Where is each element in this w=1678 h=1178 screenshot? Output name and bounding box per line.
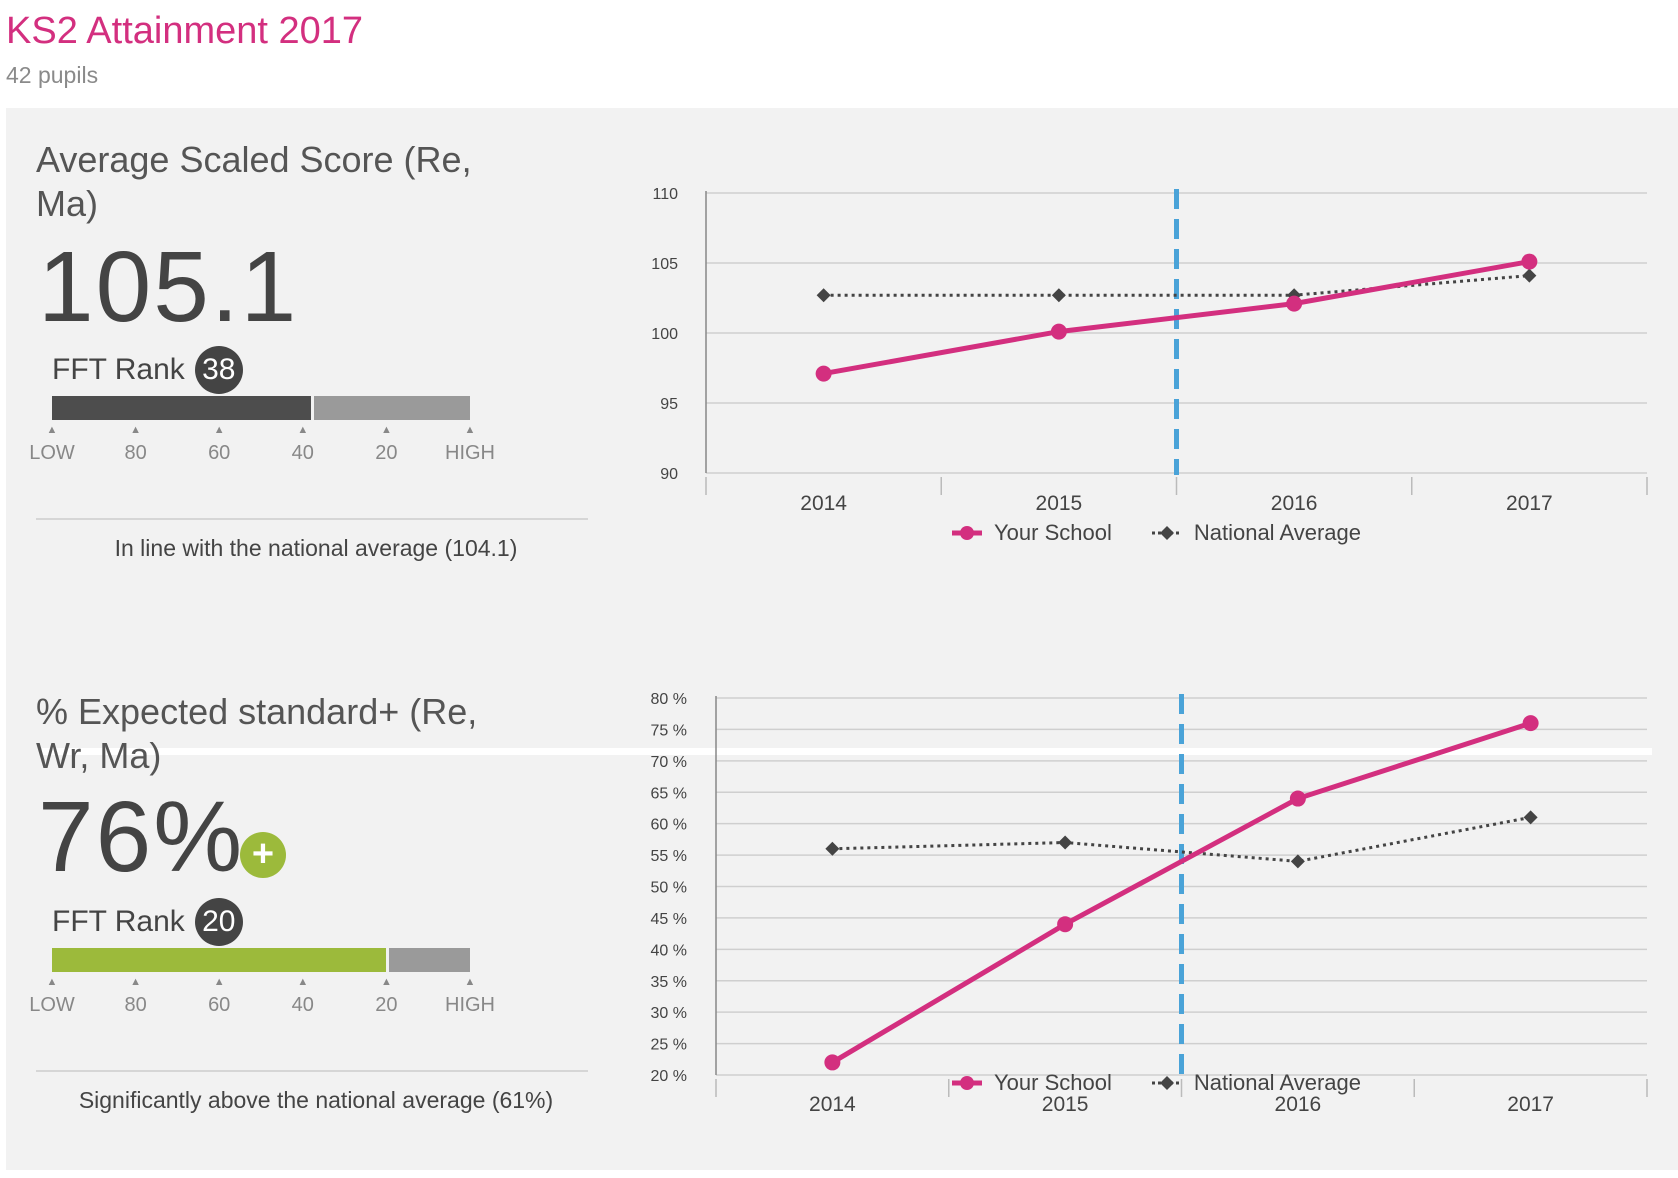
y-tick-label: 60 % — [651, 817, 687, 834]
x-tick-label: 2015 — [1042, 1093, 1089, 1116]
data-point — [1291, 854, 1305, 868]
y-tick-label: 100 — [651, 326, 678, 343]
y-tick-label: 90 — [660, 466, 678, 483]
y-tick-label: 75 % — [651, 722, 687, 739]
legend-item: Your School — [950, 1070, 1112, 1096]
y-tick-label: 50 % — [651, 880, 687, 897]
x-tick-label: 2016 — [1275, 1093, 1322, 1116]
attainment-panel: Average Scaled Score (Re, Ma) 105.1 FFT … — [6, 108, 1678, 1170]
chart-legend: Your School National Average — [950, 520, 1399, 546]
y-tick-label: 55 % — [651, 848, 687, 865]
data-point — [825, 842, 839, 856]
x-tick-label: 2015 — [1036, 492, 1083, 515]
pupil-count: 42 pupils — [6, 62, 98, 89]
data-point — [817, 288, 831, 302]
y-tick-label: 110 — [652, 186, 678, 203]
legend-swatch — [950, 1073, 984, 1093]
legend-label: National Average — [1194, 520, 1361, 546]
y-tick-label: 70 % — [651, 754, 687, 771]
data-point — [1524, 810, 1538, 824]
data-point — [1052, 288, 1066, 302]
data-point — [1286, 296, 1302, 312]
legend-item: National Average — [1150, 520, 1361, 546]
x-tick-label: 2016 — [1271, 492, 1318, 515]
data-point — [1058, 836, 1072, 850]
y-tick-label: 25 % — [651, 1037, 687, 1054]
legend-swatch — [1150, 1073, 1184, 1093]
y-tick-label: 80 % — [651, 691, 687, 708]
data-point — [1521, 254, 1537, 270]
data-point — [824, 1054, 840, 1070]
x-tick-label: 2014 — [800, 492, 847, 515]
y-tick-label: 95 — [660, 396, 678, 413]
page-title: KS2 Attainment 2017 — [6, 10, 363, 53]
y-tick-label: 105 — [651, 256, 678, 273]
data-point — [816, 366, 832, 382]
chart-scaled-score: 90 95 100 105 110 2014 2015 2016 2017 — [6, 108, 1678, 628]
legend-label: National Average — [1194, 1070, 1361, 1096]
metric-section-scaled-score: Average Scaled Score (Re, Ma) 105.1 FFT … — [6, 108, 1678, 628]
legend-marker — [1160, 526, 1174, 540]
chart-legend: Your School National Average — [950, 1070, 1399, 1096]
data-point — [1051, 324, 1067, 340]
x-tick-label: 2017 — [1506, 492, 1553, 515]
legend-swatch — [950, 523, 984, 543]
legend-marker — [960, 1076, 974, 1090]
data-point — [1057, 916, 1073, 932]
legend-swatch — [1150, 523, 1184, 543]
legend-label: Your School — [994, 520, 1112, 546]
y-tick-label: 45 % — [651, 911, 687, 928]
legend-item: Your School — [950, 520, 1112, 546]
legend-item: National Average — [1150, 1070, 1361, 1096]
y-tick-label: 65 % — [651, 785, 687, 802]
data-point — [1523, 715, 1539, 731]
metric-section-expected-standard: % Expected standard+ (Re, Wr, Ma) 76% + … — [6, 658, 1678, 1178]
y-tick-label: 30 % — [651, 1005, 687, 1022]
legend-label: Your School — [994, 1070, 1112, 1096]
data-point — [1290, 791, 1306, 807]
x-tick-label: 2014 — [809, 1093, 856, 1116]
y-tick-label: 35 % — [651, 974, 687, 991]
y-tick-label: 40 % — [651, 942, 687, 959]
x-tick-label: 2017 — [1507, 1093, 1554, 1116]
chart-expected-standard: 20 % 25 % 30 % 35 % 40 % 45 % 50 % 55 % 60 % 65 %… — [6, 658, 1678, 1178]
legend-marker — [960, 526, 974, 540]
y-tick-label: 20 % — [651, 1068, 687, 1085]
legend-marker — [1160, 1076, 1174, 1090]
data-point — [1522, 269, 1536, 283]
